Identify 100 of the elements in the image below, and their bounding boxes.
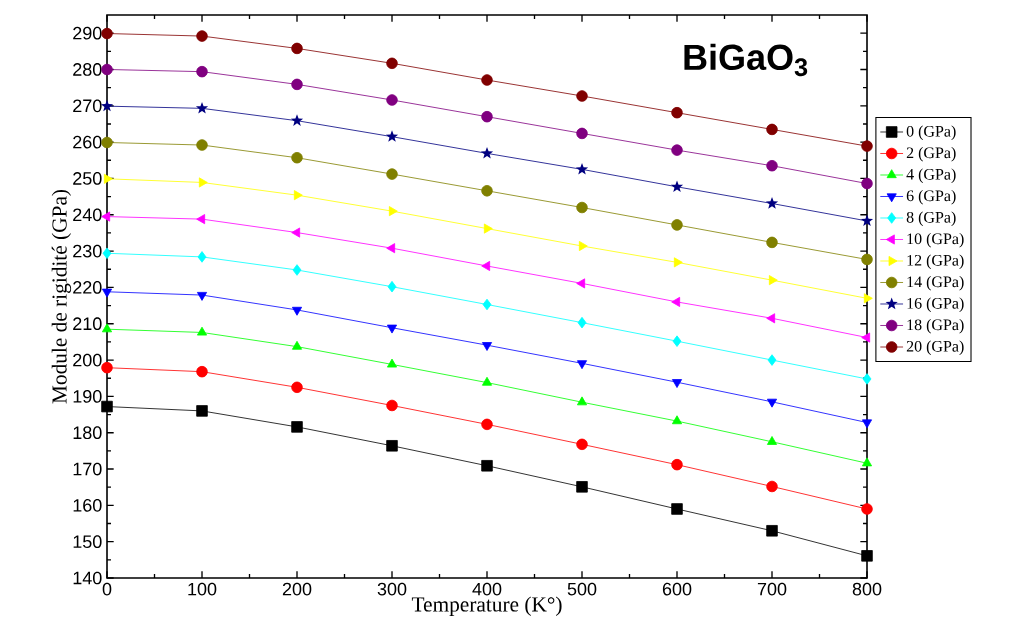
point bbox=[196, 405, 208, 417]
point bbox=[196, 65, 208, 78]
y-tick-label: 220 bbox=[73, 281, 102, 294]
y-tick-label: 140 bbox=[73, 571, 102, 585]
point bbox=[766, 123, 778, 136]
point bbox=[483, 223, 493, 234]
y-tick-label: 250 bbox=[73, 172, 102, 185]
point bbox=[481, 376, 493, 386]
y-tick-label: 160 bbox=[73, 498, 102, 512]
point bbox=[671, 503, 683, 515]
point bbox=[671, 144, 683, 156]
y-tick-label: 280 bbox=[73, 63, 102, 76]
point bbox=[386, 243, 396, 254]
point bbox=[766, 525, 778, 537]
legend-label: 4 (GPa) bbox=[906, 168, 956, 183]
point bbox=[385, 130, 399, 142]
point bbox=[196, 326, 208, 336]
point bbox=[198, 177, 208, 188]
point bbox=[481, 418, 493, 431]
point bbox=[101, 63, 113, 76]
point bbox=[576, 127, 588, 140]
point bbox=[577, 316, 587, 329]
point bbox=[673, 257, 683, 268]
legend-label: 8 (GPa) bbox=[906, 211, 956, 226]
x-tick-label: 100 bbox=[188, 582, 217, 596]
point bbox=[101, 361, 113, 374]
point bbox=[482, 298, 492, 311]
y-tick-label: 290 bbox=[73, 26, 102, 40]
point bbox=[670, 180, 684, 192]
point bbox=[386, 324, 398, 334]
point bbox=[386, 168, 398, 180]
point bbox=[766, 436, 778, 445]
point bbox=[861, 457, 873, 467]
y-tick-label: 240 bbox=[73, 208, 102, 222]
point bbox=[291, 421, 303, 433]
point bbox=[576, 201, 588, 214]
point bbox=[291, 78, 303, 91]
legend-label: 12 (GPa) bbox=[907, 254, 964, 269]
y-tick-label: 180 bbox=[73, 426, 102, 440]
point bbox=[293, 190, 303, 201]
point bbox=[196, 291, 208, 301]
point bbox=[861, 503, 873, 515]
point bbox=[766, 480, 778, 493]
point bbox=[197, 251, 207, 263]
point bbox=[196, 139, 208, 151]
y-tick-label: 230 bbox=[73, 244, 102, 258]
point bbox=[576, 278, 586, 289]
x-tick-label: 400 bbox=[472, 582, 502, 596]
point bbox=[861, 140, 873, 152]
point bbox=[576, 481, 588, 493]
point bbox=[481, 342, 493, 351]
y-tick-label: 260 bbox=[73, 135, 102, 149]
point bbox=[292, 264, 302, 276]
point bbox=[386, 94, 398, 106]
point bbox=[101, 400, 113, 413]
point bbox=[291, 227, 301, 238]
point bbox=[386, 57, 398, 70]
x-tick-label: 500 bbox=[567, 582, 597, 596]
point bbox=[862, 373, 872, 385]
x-tick-label: 700 bbox=[757, 582, 787, 596]
y-tick-label: 210 bbox=[73, 317, 102, 331]
x-tick-label: 600 bbox=[662, 582, 692, 596]
point bbox=[671, 379, 683, 388]
x-tick-label: 300 bbox=[377, 582, 407, 596]
legend-label: 18 (GPa) bbox=[907, 318, 964, 334]
point bbox=[101, 136, 113, 149]
point bbox=[101, 211, 111, 222]
point bbox=[766, 160, 778, 172]
point bbox=[767, 354, 777, 366]
point bbox=[765, 197, 779, 209]
legend-label: 0 (GPa) bbox=[906, 125, 956, 140]
point bbox=[101, 288, 113, 298]
point bbox=[481, 74, 493, 86]
point bbox=[578, 240, 588, 252]
x-tick-label: 200 bbox=[282, 582, 312, 596]
x-tick-label: 800 bbox=[852, 582, 882, 596]
legend-label: 14 (GPa) bbox=[907, 275, 964, 291]
y-tick-label: 150 bbox=[73, 535, 102, 549]
point bbox=[576, 396, 588, 406]
point bbox=[671, 296, 681, 307]
x-tick-label: 0 bbox=[102, 582, 112, 596]
point bbox=[576, 90, 588, 102]
point bbox=[388, 206, 398, 217]
point bbox=[291, 381, 303, 394]
point bbox=[860, 214, 874, 227]
point bbox=[671, 415, 683, 425]
point bbox=[863, 293, 873, 304]
point bbox=[195, 101, 209, 114]
point bbox=[291, 42, 303, 55]
point bbox=[481, 110, 493, 123]
point bbox=[386, 399, 398, 412]
point bbox=[861, 550, 873, 562]
legend-label: 6 (GPa) bbox=[906, 189, 956, 205]
point bbox=[766, 236, 778, 249]
legend-label: 10 (GPa) bbox=[907, 232, 964, 248]
point bbox=[766, 313, 776, 324]
point bbox=[291, 152, 303, 164]
point bbox=[102, 247, 112, 260]
legend-label: 20 (GPa) bbox=[906, 340, 964, 355]
point bbox=[480, 146, 494, 159]
